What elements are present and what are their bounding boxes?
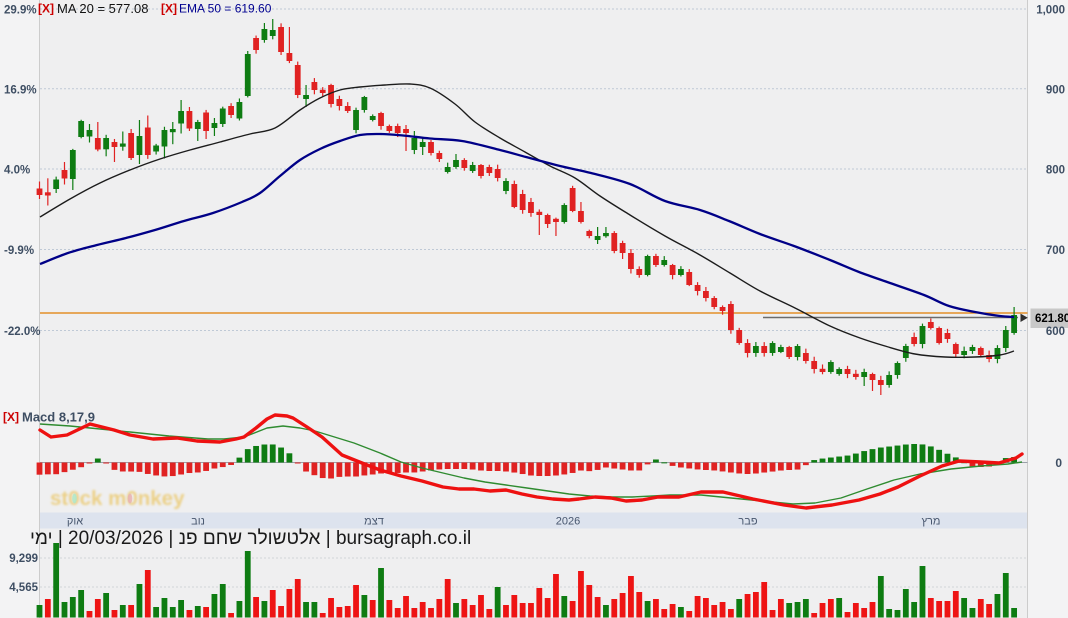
svg-text:Macd 8,17,9: Macd 8,17,9 <box>22 410 95 425</box>
svg-text:4,565: 4,565 <box>9 582 38 594</box>
svg-text:-9.9%: -9.9% <box>4 245 34 257</box>
svg-text:נוב: נוב <box>191 516 205 528</box>
svg-text:-22.0%: -22.0% <box>4 326 40 338</box>
svg-text:4.0%: 4.0% <box>4 165 30 177</box>
svg-text:דצמ: דצמ <box>364 516 384 528</box>
svg-text:פבר: פבר <box>738 516 757 528</box>
svg-text:900: 900 <box>1046 84 1065 96</box>
svg-text:2026: 2026 <box>556 516 580 528</box>
svg-text:9,299: 9,299 <box>9 553 38 565</box>
svg-text:[X]: [X] <box>38 2 54 16</box>
svg-text:st0ck m0nkey: st0ck m0nkey <box>50 487 185 510</box>
svg-text:EMA 50 = 619.60: EMA 50 = 619.60 <box>179 2 272 16</box>
svg-text:700: 700 <box>1046 245 1065 257</box>
svg-text:מרץ: מרץ <box>922 516 941 528</box>
svg-text:29.9%: 29.9% <box>4 5 37 17</box>
svg-text:MA 20 = 577.08: MA 20 = 577.08 <box>57 1 148 16</box>
svg-text:621.80: 621.80 <box>1035 313 1068 325</box>
svg-text:[X]: [X] <box>3 410 19 424</box>
svg-text:800: 800 <box>1046 165 1065 177</box>
svg-text:600: 600 <box>1046 326 1065 338</box>
svg-text:16.9%: 16.9% <box>4 84 37 96</box>
svg-text:אוק: אוק <box>67 516 83 528</box>
svg-text:0: 0 <box>1055 456 1062 470</box>
svg-text:[X]: [X] <box>161 2 177 16</box>
svg-text:1,000: 1,000 <box>1036 5 1065 17</box>
